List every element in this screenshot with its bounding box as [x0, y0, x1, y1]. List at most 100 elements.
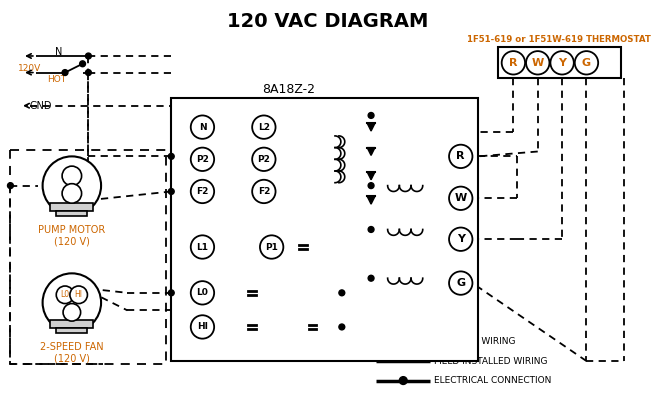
Text: PUMP: PUMP: [313, 239, 334, 248]
Circle shape: [551, 51, 574, 75]
Circle shape: [399, 377, 407, 385]
Circle shape: [449, 145, 472, 168]
Text: RELAY: RELAY: [427, 186, 453, 195]
Circle shape: [62, 184, 82, 203]
Bar: [50, 320, 93, 328]
Circle shape: [449, 272, 472, 295]
Circle shape: [252, 116, 275, 139]
Text: F2: F2: [196, 187, 208, 196]
Circle shape: [368, 275, 374, 281]
Text: (120 V): (120 V): [54, 236, 90, 246]
Text: HI SPEED: HI SPEED: [217, 317, 251, 323]
Circle shape: [62, 166, 82, 186]
Text: PUMP MOTOR: PUMP MOTOR: [38, 225, 105, 235]
Circle shape: [56, 286, 74, 303]
Circle shape: [449, 228, 472, 251]
Text: G: G: [456, 278, 465, 288]
Text: G: G: [582, 58, 591, 68]
Text: LO SPEED: LO SPEED: [217, 283, 253, 289]
Text: HI: HI: [197, 323, 208, 331]
Bar: [11, 150, 166, 364]
Text: L0: L0: [196, 288, 208, 297]
Text: 2-SPEED FAN: 2-SPEED FAN: [40, 342, 104, 352]
Text: RELAY: RELAY: [427, 276, 450, 285]
Text: FAN: FAN: [223, 325, 237, 331]
Circle shape: [252, 147, 275, 171]
Bar: [498, 47, 620, 78]
Text: FAN SPEED: FAN SPEED: [427, 217, 468, 226]
Text: R: R: [509, 58, 518, 68]
Text: N: N: [56, 47, 63, 57]
Text: HI: HI: [74, 290, 82, 299]
Text: Y: Y: [457, 234, 465, 244]
Circle shape: [191, 235, 214, 259]
Polygon shape: [367, 172, 375, 180]
Text: FAN TIMER: FAN TIMER: [427, 266, 467, 275]
Bar: [172, 98, 478, 361]
Circle shape: [191, 281, 214, 305]
Polygon shape: [367, 197, 375, 204]
Circle shape: [368, 113, 374, 118]
Circle shape: [191, 147, 214, 171]
Text: N: N: [198, 123, 206, 132]
Text: W: W: [531, 58, 544, 68]
Circle shape: [62, 70, 68, 75]
Circle shape: [7, 183, 13, 189]
Text: GND: GND: [30, 101, 52, 111]
Text: 240V: 240V: [279, 155, 300, 164]
Text: P2: P2: [257, 155, 270, 164]
Circle shape: [70, 286, 88, 303]
Circle shape: [339, 290, 345, 296]
Text: TIMER: TIMER: [318, 322, 341, 328]
Circle shape: [449, 186, 472, 210]
Text: 120 VAC DIAGRAM: 120 VAC DIAGRAM: [226, 13, 428, 31]
Text: F2: F2: [258, 187, 270, 196]
Circle shape: [526, 51, 549, 75]
Text: 1F51-619 or 1F51W-619 THERMOSTAT: 1F51-619 or 1F51W-619 THERMOSTAT: [467, 35, 651, 44]
Circle shape: [86, 70, 91, 75]
Text: RELAY: RELAY: [427, 227, 450, 236]
Circle shape: [86, 53, 91, 59]
Text: COM: COM: [43, 300, 62, 309]
Circle shape: [339, 324, 345, 330]
Text: W: W: [455, 193, 467, 203]
Text: INTERNAL WIRING: INTERNAL WIRING: [434, 337, 516, 346]
Text: 120V: 120V: [217, 187, 239, 196]
Text: 120V: 120V: [18, 64, 42, 73]
Text: L2: L2: [258, 123, 270, 132]
Circle shape: [168, 189, 174, 194]
Text: HOT: HOT: [48, 75, 66, 84]
Circle shape: [368, 227, 374, 233]
Text: RELAY: RELAY: [318, 330, 340, 336]
Circle shape: [575, 51, 598, 75]
Text: (120 V): (120 V): [54, 353, 90, 363]
Text: FIELD INSTALLED WIRING: FIELD INSTALLED WIRING: [434, 357, 548, 365]
Circle shape: [191, 116, 214, 139]
Circle shape: [43, 156, 101, 215]
Circle shape: [368, 183, 374, 189]
Polygon shape: [367, 123, 375, 131]
Text: P1: P1: [265, 243, 278, 251]
Text: L0: L0: [60, 290, 70, 299]
Circle shape: [168, 290, 174, 296]
Circle shape: [168, 153, 174, 159]
Text: FAN: FAN: [223, 291, 237, 297]
Circle shape: [63, 303, 80, 321]
Circle shape: [80, 61, 86, 67]
Text: FAN: FAN: [322, 314, 336, 320]
Text: R: R: [456, 151, 465, 161]
Circle shape: [191, 315, 214, 339]
Text: 120V: 120V: [217, 123, 239, 132]
Circle shape: [252, 180, 275, 203]
Polygon shape: [367, 147, 375, 155]
Text: RELAY: RELAY: [313, 246, 336, 256]
Text: 120V: 120V: [217, 155, 239, 164]
Text: P2: P2: [196, 155, 209, 164]
Text: 240V: 240V: [279, 187, 300, 196]
Text: ELECTRICAL CONNECTION: ELECTRICAL CONNECTION: [434, 376, 552, 385]
Circle shape: [260, 235, 283, 259]
Text: 240V: 240V: [279, 123, 300, 132]
Circle shape: [43, 273, 101, 332]
Text: PUMP: PUMP: [427, 177, 450, 186]
Text: 8A18Z-2: 8A18Z-2: [262, 83, 315, 96]
